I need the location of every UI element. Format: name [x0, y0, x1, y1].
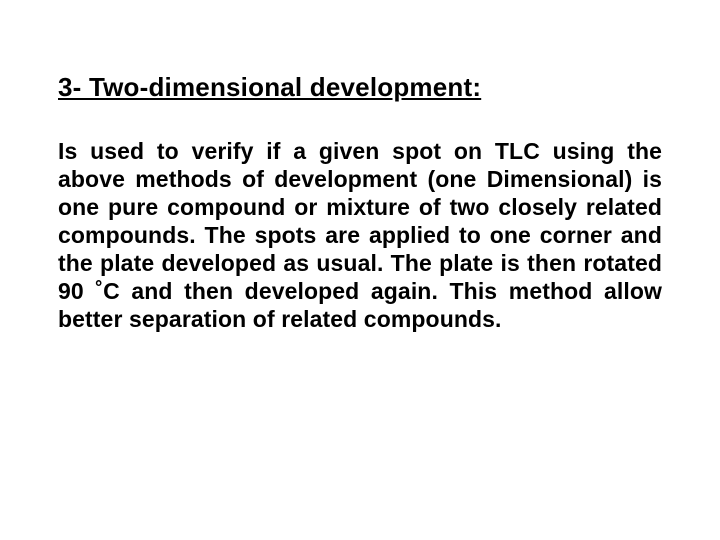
body-paragraph: Is used to verify if a given spot on TLC… — [58, 137, 662, 333]
slide-page: 3- Two-dimensional development: Is used … — [0, 0, 720, 540]
section-heading: 3- Two-dimensional development: — [58, 72, 662, 103]
